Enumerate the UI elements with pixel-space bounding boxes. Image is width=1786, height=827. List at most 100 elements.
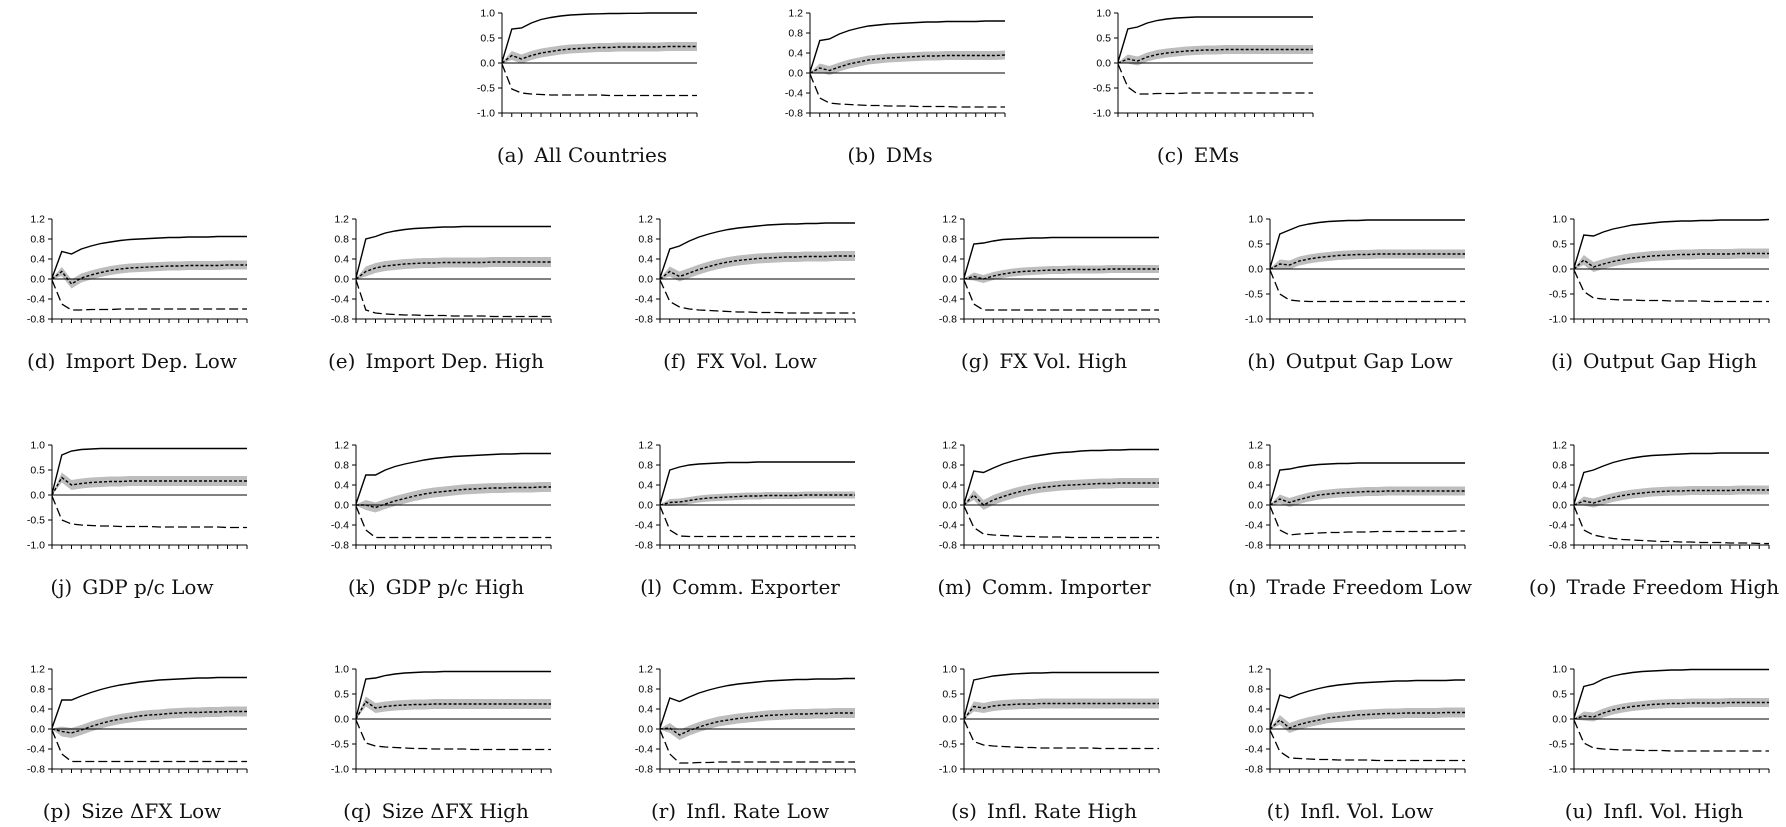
lower-series-line	[1269, 505, 1465, 536]
y-tick-label: -1.0	[939, 764, 957, 776]
chart-svg: 1.2 0.8 0.4 0.0 -0.4 -0.8	[1549, 440, 1770, 552]
lower-series-line	[963, 719, 1159, 750]
y-tick-label: 0.0	[480, 58, 495, 70]
panel-caption: (t) Infl. Vol. Low	[1220, 799, 1480, 823]
upper-series-line	[355, 452, 551, 505]
y-tick-label: 1.0	[1552, 664, 1567, 676]
upper-series-line	[963, 671, 1159, 719]
y-tick-label: 0.0	[30, 490, 45, 502]
chart-svg: 1.2 0.8 0.4 0.0 -0.4 -0.8	[635, 664, 856, 776]
caption-text: DMs	[885, 143, 933, 167]
chart-svg: 1.0 0.5 0.0 -0.5 -1.0	[939, 664, 1160, 776]
confidence-band	[52, 472, 247, 496]
y-tick-label: 0.8	[30, 684, 45, 696]
y-tick-label: 0.0	[1248, 724, 1263, 736]
panel-caption: (h) Output Gap Low	[1220, 349, 1480, 373]
confidence-band	[356, 257, 551, 280]
upper-series-line	[659, 677, 855, 729]
y-tick-label: -0.4	[1549, 520, 1567, 532]
caption-text: Output Gap High	[1583, 349, 1757, 373]
confidence-band	[1574, 248, 1769, 272]
y-tick-label: 0.0	[1552, 500, 1567, 512]
chart-svg: 1.2 0.8 0.4 0.0 -0.4 -0.8	[785, 8, 1006, 120]
lower-series-line	[659, 729, 855, 764]
chart-svg: 1.2 0.8 0.4 0.0 -0.4 -0.8	[939, 440, 1160, 552]
y-tick-label: 1.2	[638, 664, 653, 676]
y-tick-label: -0.8	[939, 314, 957, 326]
caption-letter: (m)	[937, 575, 972, 599]
upper-series-line	[501, 12, 697, 63]
y-tick-label: -0.5	[27, 515, 45, 527]
caption-letter: (s)	[951, 799, 977, 823]
panel-caption: (q) Size ΔFX High	[306, 799, 566, 823]
upper-series-line	[1117, 16, 1313, 63]
y-tick-label: -0.4	[1245, 744, 1263, 756]
mean-series-line	[963, 482, 1159, 506]
y-tick-label: 0.8	[1248, 460, 1263, 472]
y-tick-label: 1.2	[30, 664, 45, 676]
y-tick-label: 0.4	[1248, 480, 1263, 492]
upper-series-line	[355, 225, 551, 279]
panel-caption: (f) FX Vol. Low	[610, 349, 870, 373]
panel-caption: (o) Trade Freedom High	[1524, 575, 1784, 599]
caption-text: EMs	[1193, 143, 1240, 167]
y-tick-label: 0.5	[30, 465, 45, 477]
panel-caption: (l) Comm. Exporter	[610, 575, 870, 599]
caption-text: Trade Freedom High	[1566, 575, 1780, 599]
chart-svg: 1.0 0.5 0.0 -0.5 -1.0	[331, 664, 552, 776]
caption-text: GDP p/c Low	[82, 575, 214, 599]
lower-series-line	[1573, 719, 1769, 752]
y-tick-label: 0.4	[30, 704, 45, 716]
confidence-band	[1270, 486, 1465, 507]
y-tick-label: 0.4	[788, 48, 803, 60]
y-tick-label: -0.4	[939, 520, 957, 532]
y-tick-label: 0.0	[30, 274, 45, 286]
y-tick-label: -0.8	[939, 540, 957, 552]
chart-svg: 1.0 0.5 0.0 -0.5 -1.0	[1093, 8, 1314, 120]
y-tick-label: 1.0	[1248, 214, 1263, 226]
lower-series-line	[501, 63, 697, 97]
mean-series-line	[51, 476, 247, 496]
y-tick-label: 1.2	[334, 214, 349, 226]
y-tick-label: 0.8	[942, 460, 957, 472]
y-tick-label: 0.4	[1248, 704, 1263, 716]
chart-panel-m: 1.2 0.8 0.4 0.0 -0.4 -0.8 (m) Comm. Importer	[914, 432, 1174, 602]
y-tick-label: 0.0	[334, 274, 349, 286]
upper-series-line	[659, 222, 855, 279]
y-tick-label: 0.0	[638, 500, 653, 512]
caption-text: Infl. Rate Low	[686, 799, 830, 823]
lower-series-line	[809, 73, 1005, 108]
y-tick-label: 0.5	[1248, 239, 1263, 251]
chart-panel-j: 1.0 0.5 0.0 -0.5 -1.0 (j) GDP p/c Low	[2, 432, 262, 602]
panel-caption: (a) All Countries	[452, 143, 712, 167]
y-tick-label: -0.8	[635, 540, 653, 552]
confidence-band	[1118, 45, 1313, 66]
chart-panel-o: 1.2 0.8 0.4 0.0 -0.4 -0.8 (o) Trade Freedom Hi…	[1524, 432, 1784, 602]
chart-svg: 1.2 0.8 0.4 0.0 -0.4 -0.8	[1245, 440, 1466, 552]
chart-panel-i: 1.0 0.5 0.0 -0.5 -1.0 (i) Output Gap High	[1524, 206, 1784, 376]
chart-panel-d: 1.2 0.8 0.4 0.0 -0.4 -0.8 (d) Import Dep. Low	[2, 206, 262, 376]
mean-series-line	[809, 54, 1006, 74]
panel-caption: (g) FX Vol. High	[914, 349, 1174, 373]
y-tick-label: 0.8	[1552, 460, 1567, 472]
panel-caption: (e) Import Dep. High	[306, 349, 566, 373]
caption-letter: (e)	[327, 349, 356, 373]
chart-svg: 1.0 0.5 0.0 -0.5 -1.0	[477, 8, 698, 120]
y-tick-label: 1.2	[942, 214, 957, 226]
caption-letter: (b)	[847, 143, 876, 167]
y-tick-label: 0.5	[942, 689, 957, 701]
caption-text: FX Vol. High	[999, 349, 1128, 373]
y-tick-label: -0.4	[635, 744, 653, 756]
y-tick-label: -1.0	[27, 540, 45, 552]
chart-panel-g: 1.2 0.8 0.4 0.0 -0.4 -0.8 (g) FX Vol. High	[914, 206, 1174, 376]
y-tick-label: 1.0	[942, 664, 957, 676]
y-tick-label: -1.0	[331, 764, 349, 776]
y-tick-label: 1.2	[30, 214, 45, 226]
caption-letter: (i)	[1551, 349, 1574, 373]
y-tick-label: 0.4	[638, 704, 653, 716]
lower-series-line	[659, 505, 855, 538]
upper-series-line	[51, 676, 247, 729]
lower-series-line	[1573, 269, 1769, 303]
y-tick-label: 0.4	[942, 480, 957, 492]
confidence-band	[52, 706, 247, 738]
